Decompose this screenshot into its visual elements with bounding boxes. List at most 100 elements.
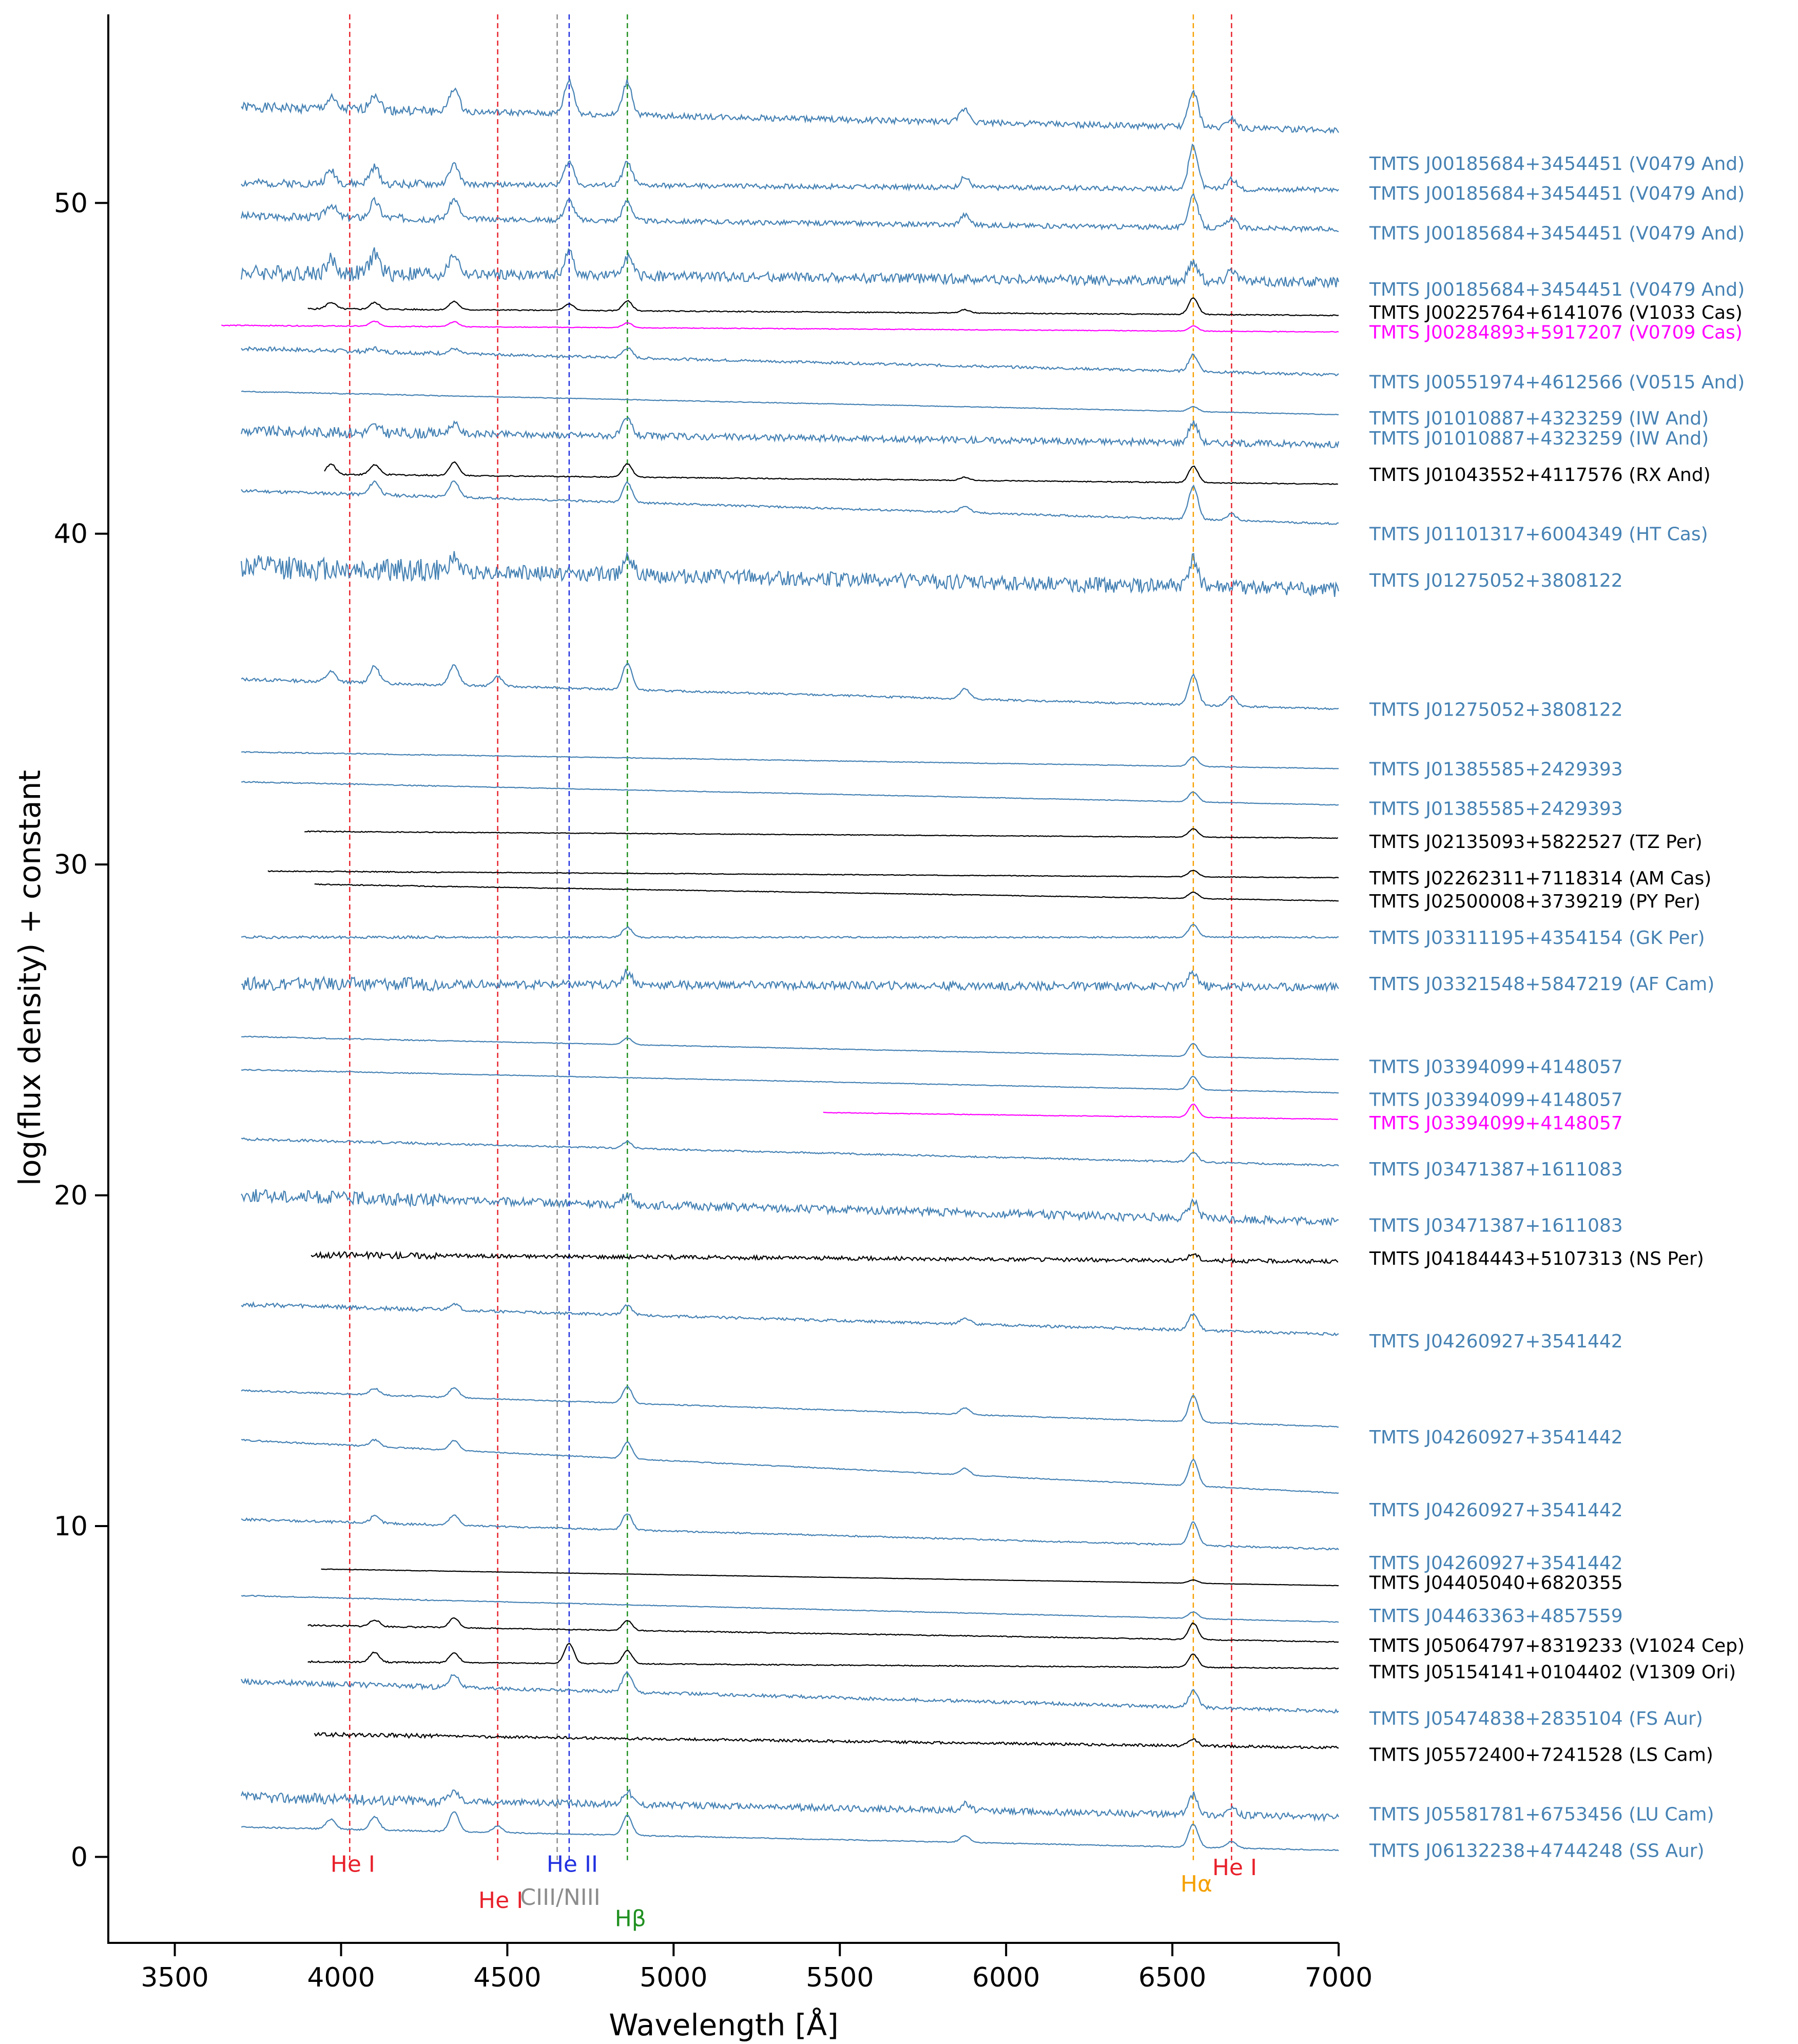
x-tick-label: 4000 bbox=[307, 1962, 375, 1993]
spectrum-line bbox=[241, 923, 1339, 940]
spectra-layer: TMTS J00185684+3454451 (V0479 And)TMTS J… bbox=[221, 78, 1745, 1862]
spectrum-label: TMTS J00551974+4612566 (V0515 And) bbox=[1369, 372, 1745, 393]
spectrum-label: TMTS J03394099+4148057 bbox=[1369, 1056, 1623, 1077]
ticks-layer: 3500 4000 4500 5000 5500 6000 6500 7000 0 10 20 30 4… bbox=[54, 188, 1372, 1993]
reference-line-label: He II bbox=[547, 1851, 598, 1877]
y-tick-label: 10 bbox=[54, 1511, 88, 1542]
spectrum-line bbox=[241, 346, 1339, 377]
spectrum-line bbox=[241, 1513, 1339, 1551]
y-tick-label: 40 bbox=[54, 519, 88, 550]
spectrum-label: TMTS J03311195+4354154 (GK Per) bbox=[1369, 928, 1705, 949]
spectrum-line bbox=[241, 780, 1339, 806]
spectrum-label: TMTS J05064797+8319233 (V1024 Cep) bbox=[1369, 1635, 1745, 1656]
spectrum-line bbox=[307, 1617, 1339, 1643]
spectrum-label: TMTS J03394099+4148057 bbox=[1369, 1113, 1623, 1134]
y-tick-label: 30 bbox=[54, 850, 88, 880]
spectrum-label: TMTS J04260927+3541442 bbox=[1369, 1427, 1623, 1448]
spectrum-label: TMTS J00185684+3454451 (V0479 And) bbox=[1369, 223, 1745, 244]
spectrum-line bbox=[241, 1811, 1339, 1852]
spectrum-line bbox=[241, 143, 1339, 194]
reference-line-label: CIII/NIII bbox=[520, 1884, 600, 1911]
x-tick-label: 6500 bbox=[1138, 1962, 1206, 1993]
spectrum-label: TMTS J01043552+4117576 (RX And) bbox=[1369, 465, 1711, 486]
spectrum-line bbox=[241, 551, 1340, 597]
spectrum-label: TMTS J03321548+5847219 (AF Cam) bbox=[1369, 974, 1714, 995]
spectrum-line bbox=[241, 1670, 1339, 1713]
spectrum-line bbox=[307, 1643, 1339, 1670]
spectrum-label: TMTS J06132238+4744248 (SS Aur) bbox=[1369, 1841, 1705, 1862]
spectrum-label: TMTS J01275052+3808122 bbox=[1369, 570, 1623, 591]
spectrum-label: TMTS J02135093+5822527 (TZ Per) bbox=[1369, 832, 1703, 853]
spectrum-label: TMTS J03471387+1611083 bbox=[1369, 1216, 1623, 1237]
spectrum-label: TMTS J00185684+3454451 (V0479 And) bbox=[1369, 279, 1745, 300]
x-tick-label: 5500 bbox=[806, 1962, 874, 1993]
spectrum-line bbox=[241, 1385, 1339, 1428]
spectrum-label: TMTS J01275052+3808122 bbox=[1369, 699, 1623, 720]
spectrum-line bbox=[311, 1250, 1339, 1265]
spectrum-line bbox=[241, 1137, 1339, 1167]
spectrum-label: TMTS J01101317+6004349 (HT Cas) bbox=[1369, 524, 1708, 545]
spectrum-line bbox=[221, 320, 1339, 333]
spectrum-line bbox=[241, 751, 1339, 769]
reference-line-label: He I bbox=[478, 1887, 523, 1914]
spectrum-line bbox=[241, 969, 1339, 993]
x-tick-label: 5000 bbox=[640, 1962, 707, 1993]
spectrum-line bbox=[324, 461, 1338, 485]
spectrum-label: TMTS J01385585+2429393 bbox=[1369, 759, 1623, 780]
spectrum-label: TMTS J00225764+6141076 (V1033 Cas) bbox=[1369, 302, 1743, 323]
reference-line-label: Hβ bbox=[615, 1906, 646, 1932]
spectrum-line bbox=[241, 193, 1339, 234]
spectrum-label: TMTS J05581781+6753456 (LU Cam) bbox=[1369, 1804, 1714, 1825]
spectrum-label: TMTS J00185684+3454451 (V0479 And) bbox=[1369, 183, 1745, 204]
spectrum-label: TMTS J00185684+3454451 (V0479 And) bbox=[1369, 153, 1745, 175]
spectrum-line bbox=[307, 297, 1339, 317]
spectrum-label: TMTS J01010887+4323259 (IW And) bbox=[1369, 408, 1709, 429]
reference-line-label: He I bbox=[331, 1851, 375, 1877]
spectrum-label: TMTS J05474838+2835104 (FS Aur) bbox=[1369, 1708, 1703, 1729]
spectrum-label: TMTS J00284893+5917207 (V0709 Cas) bbox=[1369, 322, 1743, 343]
spectrum-label: TMTS J02262311+7118314 (AM Cas) bbox=[1369, 868, 1711, 889]
x-tick-label: 3500 bbox=[141, 1962, 208, 1993]
spectrum-line bbox=[241, 663, 1339, 710]
spectrum-line bbox=[823, 1104, 1338, 1121]
spectrum-line bbox=[241, 417, 1340, 449]
spectrum-line bbox=[314, 883, 1339, 902]
spectrum-line bbox=[314, 1731, 1339, 1749]
spectrum-label: TMTS J01010887+4323259 (IW And) bbox=[1369, 428, 1709, 449]
spectrum-line bbox=[304, 828, 1339, 839]
y-tick-label: 20 bbox=[54, 1181, 88, 1211]
spectrum-label: TMTS J04260927+3541442 bbox=[1369, 1500, 1623, 1521]
y-tick-label: 50 bbox=[54, 188, 88, 219]
spectrum-line bbox=[321, 1568, 1339, 1587]
spectrum-line bbox=[241, 1035, 1339, 1060]
spectrum-line bbox=[241, 78, 1339, 134]
spectrum-label: TMTS J05154141+0104402 (V1309 Ori) bbox=[1369, 1662, 1736, 1683]
spectrum-label: TMTS J04463363+4857559 bbox=[1369, 1606, 1623, 1627]
x-tick-label: 6000 bbox=[972, 1962, 1040, 1993]
spectrum-line bbox=[241, 1788, 1339, 1822]
spectrum-label: TMTS J05572400+7241528 (LS Cam) bbox=[1369, 1745, 1713, 1766]
spectrum-line bbox=[241, 1594, 1339, 1623]
spectrum-line bbox=[241, 1069, 1339, 1094]
spectrum-line bbox=[241, 1301, 1339, 1336]
spectrum-label: TMTS J01385585+2429393 bbox=[1369, 799, 1623, 820]
spectrum-line bbox=[241, 390, 1339, 416]
x-tick-label: 4500 bbox=[473, 1962, 541, 1993]
x-axis-title: Wavelength [Å] bbox=[609, 2007, 838, 2042]
spectrum-line bbox=[241, 1189, 1339, 1227]
y-tick-label: 0 bbox=[71, 1842, 88, 1873]
spectrum-line bbox=[267, 870, 1339, 879]
reference-line-label: Hα bbox=[1181, 1871, 1212, 1897]
x-tick-label: 7000 bbox=[1305, 1962, 1372, 1993]
spectrum-label: TMTS J04260927+3541442 bbox=[1369, 1553, 1623, 1574]
spectrum-label: TMTS J04184443+5107313 (NS Per) bbox=[1369, 1248, 1704, 1269]
reference-line-label: He I bbox=[1212, 1855, 1257, 1881]
spectrum-line bbox=[241, 247, 1340, 289]
spectrum-line bbox=[241, 480, 1339, 526]
spectrum-line bbox=[241, 1438, 1339, 1494]
spectrum-label: TMTS J02500008+3739219 (PY Per) bbox=[1369, 891, 1700, 912]
axes-layer bbox=[107, 14, 1339, 1944]
spectrum-label: TMTS J04260927+3541442 bbox=[1369, 1331, 1623, 1352]
